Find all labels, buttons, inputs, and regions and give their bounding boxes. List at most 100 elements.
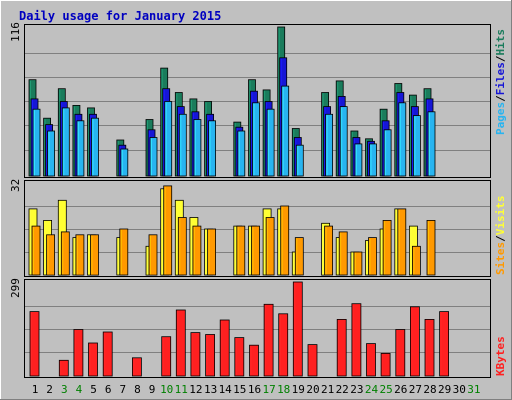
kbytes-bar-kbytes [351,303,362,377]
x-tick-label: 6 [105,383,112,396]
x-tick-label: 25 [379,383,392,396]
kbytes-bar-kbytes [73,329,84,377]
traffic-legend-pages: Pages [494,102,507,135]
traffic-bar-pages [76,120,85,177]
kbytes-bar-kbytes [395,329,406,377]
x-tick-label: 9 [149,383,156,396]
x-tick-label: 26 [394,383,407,396]
x-tick-label: 20 [306,383,319,396]
kbytes-bar-kbytes [161,336,172,377]
visitors-bar-sites [251,225,260,276]
visitors-bar-sites [397,208,407,276]
x-tick-label: 27 [409,383,422,396]
visitors-bar-sites [411,245,421,276]
traffic-bar-pages [369,143,377,177]
kbytes-legend: KBytes [494,336,507,376]
kbytes-bar-kbytes [58,359,69,377]
traffic-legend: Pages/Files/Hits [494,29,507,135]
x-tick-label: 12 [189,383,202,396]
traffic-bar-pages [266,108,275,177]
kbytes-bar-kbytes [219,319,230,377]
traffic-bar-pages [178,113,187,177]
visitors-bar-sites [338,231,348,276]
kbytes-legend-kbytes: KBytes [494,336,507,376]
visitors-legend-sites: Sites [494,242,507,275]
kbytes-bar-kbytes [234,337,245,377]
kbytes-bar-kbytes [439,311,450,377]
traffic-bar-pages [47,130,55,177]
kbytes-bar-kbytes [131,357,142,377]
kbytes-bar-kbytes [249,344,259,377]
x-tick-label: 16 [248,383,261,396]
kbytes-bar-kbytes [205,334,216,377]
x-axis-labels: 1 2 3 4 5 6 7 8 9 10 11 12 13 14 15 16 17 18 19 20 21 22 23 24 2… [32,383,481,396]
traffic-bar-pages [383,129,392,177]
traffic-bar-pages [208,120,217,177]
traffic-bar-pages [149,137,158,177]
kbytes-bar-kbytes [307,344,318,377]
legend-separator: / [494,55,507,62]
x-tick-label: 19 [292,383,305,396]
kbytes-bar-kbytes [190,332,201,377]
chart-title: Daily usage for January 2015 [19,9,221,23]
traffic-bar-pages [91,117,99,177]
visitors-bar-sites [280,205,290,276]
kbytes-bar-kbytes [424,318,435,377]
x-tick-label: 22 [336,383,349,396]
kbytes-bar-kbytes [102,331,113,377]
traffic-bar-pages [237,130,246,177]
kbytes-max-label: 299 [9,278,22,298]
traffic-bar-pages [412,115,421,177]
traffic-bar-pages [325,113,334,177]
visitors-bar-sites [368,237,377,276]
visitors-bar-sites [60,231,70,276]
x-tick-label: 15 [233,383,246,396]
kbytes-bar-kbytes [409,306,420,377]
x-tick-label: 4 [76,383,83,396]
kbytes-bar-kbytes [88,342,98,377]
x-tick-label: 28 [423,383,436,396]
traffic-legend-files: Files [494,62,507,95]
visitors-bar-sites [163,185,173,276]
visitors-bar-sites [31,225,41,276]
legend-separator: / [494,235,507,242]
visitors-bar-sites [148,234,158,276]
x-tick-label: 7 [119,383,126,396]
visitors-bar-sites [90,234,99,276]
visitors-bar-sites [324,225,334,276]
bars [28,26,450,377]
kbytes-bar-kbytes [292,281,303,377]
traffic-bar-pages [354,143,363,177]
traffic-bar-pages [120,148,129,177]
x-tick-label: 14 [219,383,233,396]
x-tick-label: 18 [277,383,290,396]
traffic-bar-pages [398,102,407,177]
traffic-bar-pages [339,106,348,177]
kbytes-bar-kbytes [366,343,376,377]
traffic-bar-pages [252,102,260,177]
x-tick-label: 17 [262,383,275,396]
visitors-bar-sites [119,228,129,276]
x-tick-label: 29 [438,383,451,396]
traffic-bar-pages [281,85,290,177]
x-tick-label: 1 [32,383,39,396]
x-tick-label: 5 [90,383,97,396]
visitors-bar-sites [426,219,436,276]
traffic-bar-pages [164,101,173,177]
x-tick-label: 11 [175,383,188,396]
x-tick-label: 13 [204,383,217,396]
traffic-max-label: 116 [9,22,22,42]
x-tick-label: 2 [46,383,53,396]
traffic-bar-pages [61,107,70,177]
traffic-bar-pages [32,108,41,177]
kbytes-bar-kbytes [263,303,274,377]
x-tick-label: 3 [61,383,68,396]
traffic-bar-pages [295,144,304,177]
visitors-legend-visits: Visits [494,196,507,236]
kbytes-bar-kbytes [175,309,186,377]
traffic-bar-pages [427,111,436,177]
visitors-bar-sites [192,225,202,276]
kbytes-bar-kbytes [336,318,347,377]
kbytes-bar-kbytes [380,352,391,377]
